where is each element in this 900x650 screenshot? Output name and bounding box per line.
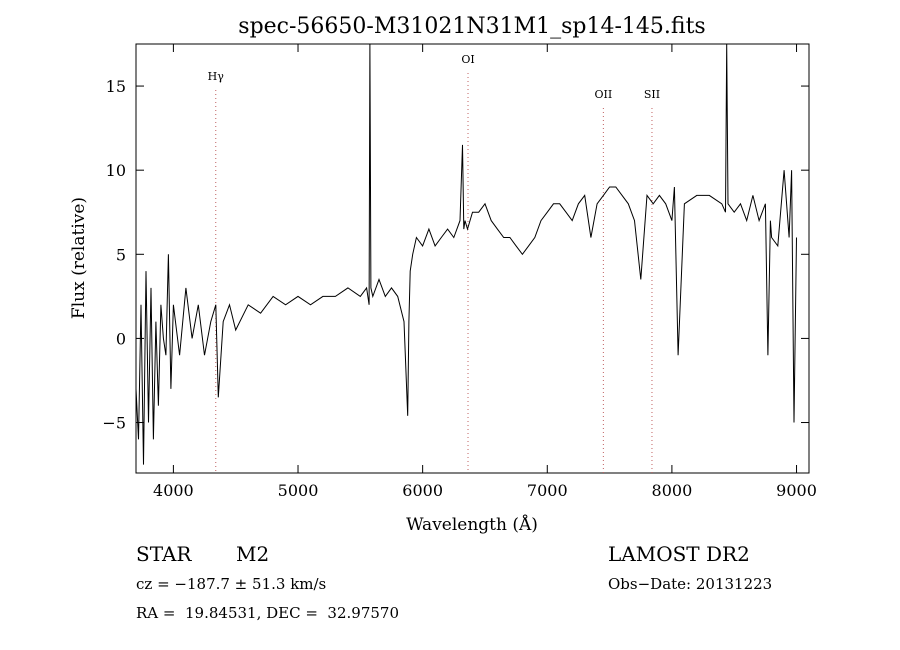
x-tick-label: 5000 [278,481,319,500]
spectrum-series-line [135,43,797,465]
plot-frame [135,43,810,474]
x-tick-label: 9000 [776,481,817,500]
spectral-line-label: SII [644,88,660,101]
y-tick-label: −5 [102,414,126,433]
y-tick-label: 15 [106,77,126,96]
x-axis-label: Wavelength (Å) [406,514,538,535]
x-tick-label: 8000 [652,481,693,500]
survey-name: LAMOST DR2 [608,542,750,566]
observation-date: Obs−Date: 20131223 [608,575,773,593]
x-tick-label: 7000 [527,481,568,500]
y-tick-label: 10 [106,161,126,180]
y-tick-label: 5 [116,245,126,264]
object-subclass: M2 [236,542,270,566]
object-class: STAR [136,542,192,566]
spectral-line-label: Hγ [208,70,225,83]
coordinates: RA = 19.84531, DEC = 32.97570 [136,604,400,622]
y-axis-label: Flux (relative) [69,197,89,319]
spectral-line-markers: Hγ OI OII SII [208,53,660,473]
axes: 4000 5000 6000 7000 8000 9000 −5 0 5 10 15 [102,44,817,500]
x-tick-label: 4000 [153,481,194,500]
spectral-line-label: OI [461,53,474,66]
chart-title: spec-56650-M31021N31M1_sp14-145.fits [238,14,705,39]
y-tick-label: 0 [116,329,126,348]
spectral-line-label: OII [595,88,613,101]
redshift-velocity: cz = −187.7 ± 51.3 km/s [136,575,327,593]
x-tick-label: 6000 [402,481,443,500]
